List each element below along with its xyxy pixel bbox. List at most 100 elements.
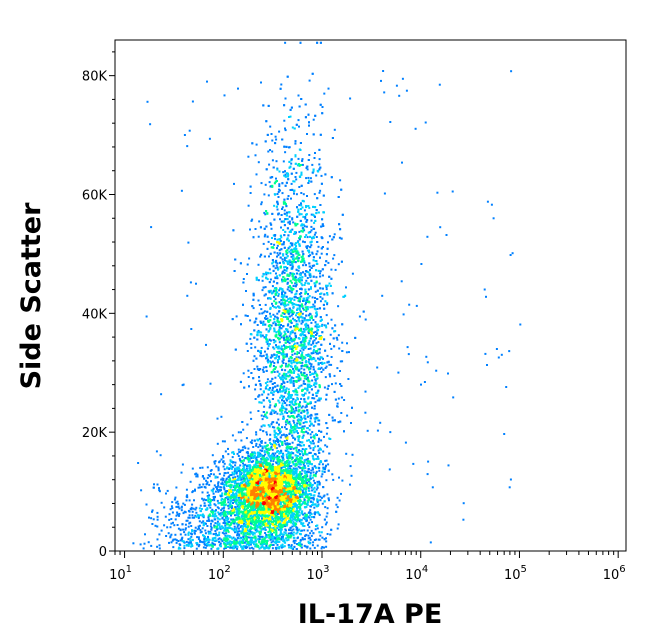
event-point — [258, 460, 261, 463]
event-point — [336, 527, 339, 530]
event-point — [275, 509, 278, 511]
event-point — [309, 518, 312, 521]
event-point — [257, 446, 260, 449]
event-point — [262, 538, 265, 541]
event-point — [305, 478, 308, 481]
event-point — [269, 483, 272, 486]
event-point — [223, 488, 226, 491]
event-point — [317, 492, 320, 495]
event-point — [260, 479, 263, 481]
event-point — [238, 530, 241, 533]
event-point — [306, 529, 309, 532]
event-point — [311, 521, 313, 524]
event-point — [243, 499, 246, 502]
event-point — [282, 522, 285, 524]
event-point — [283, 498, 286, 501]
event-point — [230, 490, 233, 493]
event-point — [327, 497, 330, 500]
event-point — [285, 524, 288, 527]
event-point — [266, 444, 269, 447]
event-point — [287, 494, 290, 496]
event-point — [280, 524, 283, 526]
event-point — [305, 533, 308, 536]
data-points — [132, 41, 522, 550]
event-point — [238, 512, 241, 515]
event-point — [275, 484, 278, 487]
event-point — [246, 486, 249, 489]
event-point — [316, 486, 319, 489]
event-point — [254, 457, 257, 460]
event-point — [264, 441, 267, 444]
event-point — [268, 508, 271, 511]
event-point — [270, 472, 273, 475]
event-point — [227, 471, 230, 474]
event-point — [311, 497, 314, 500]
event-point — [234, 469, 237, 472]
event-point — [248, 509, 251, 512]
event-point — [256, 465, 259, 468]
event-point — [238, 484, 241, 487]
event-point — [266, 458, 269, 461]
event-point — [246, 488, 249, 491]
event-point — [283, 492, 286, 495]
event-point — [240, 540, 243, 543]
event-point — [234, 486, 237, 488]
event-point — [242, 465, 245, 468]
event-point — [314, 300, 317, 303]
event-point — [238, 496, 240, 499]
event-point — [240, 493, 243, 496]
event-point — [264, 505, 267, 508]
event-point — [249, 455, 252, 458]
event-point — [328, 499, 330, 502]
event-point — [251, 486, 254, 489]
event-point — [315, 488, 318, 491]
event-point — [302, 491, 304, 494]
event-point — [264, 474, 267, 477]
event-point — [279, 477, 282, 479]
event-point — [254, 493, 257, 496]
event-point — [272, 506, 275, 509]
event-point — [287, 476, 290, 479]
event-point — [293, 494, 296, 497]
event-point — [274, 469, 277, 472]
event-point — [301, 489, 304, 492]
event-point — [268, 468, 271, 471]
event-point — [253, 476, 256, 479]
event-point — [231, 456, 234, 459]
event-point — [222, 465, 225, 468]
event-point — [301, 511, 303, 514]
event-point — [277, 472, 280, 475]
event-point — [220, 486, 223, 489]
event-point — [277, 509, 280, 512]
event-point — [240, 497, 243, 500]
event-point — [253, 477, 256, 480]
event-point — [287, 496, 290, 499]
event-point — [264, 460, 267, 463]
event-point — [244, 457, 247, 460]
event-point — [247, 465, 250, 468]
event-point — [244, 473, 247, 476]
event-point — [209, 469, 212, 472]
event-point — [252, 521, 255, 523]
event-point — [284, 519, 287, 522]
event-point — [275, 525, 278, 528]
event-point — [249, 506, 252, 509]
event-point — [216, 534, 219, 537]
event-point — [297, 461, 300, 464]
event-point — [249, 453, 252, 456]
event-point — [264, 500, 267, 503]
event-point — [275, 483, 277, 486]
event-point — [201, 466, 204, 469]
event-point — [295, 520, 298, 523]
event-point — [304, 518, 306, 521]
event-point — [292, 468, 295, 471]
event-point — [262, 479, 265, 482]
event-point — [324, 506, 327, 509]
event-point — [263, 454, 265, 457]
event-point — [308, 479, 311, 482]
event-point — [226, 467, 229, 470]
event-point — [264, 462, 267, 465]
event-point — [273, 430, 276, 433]
event-point — [321, 502, 324, 505]
event-point — [231, 466, 234, 468]
